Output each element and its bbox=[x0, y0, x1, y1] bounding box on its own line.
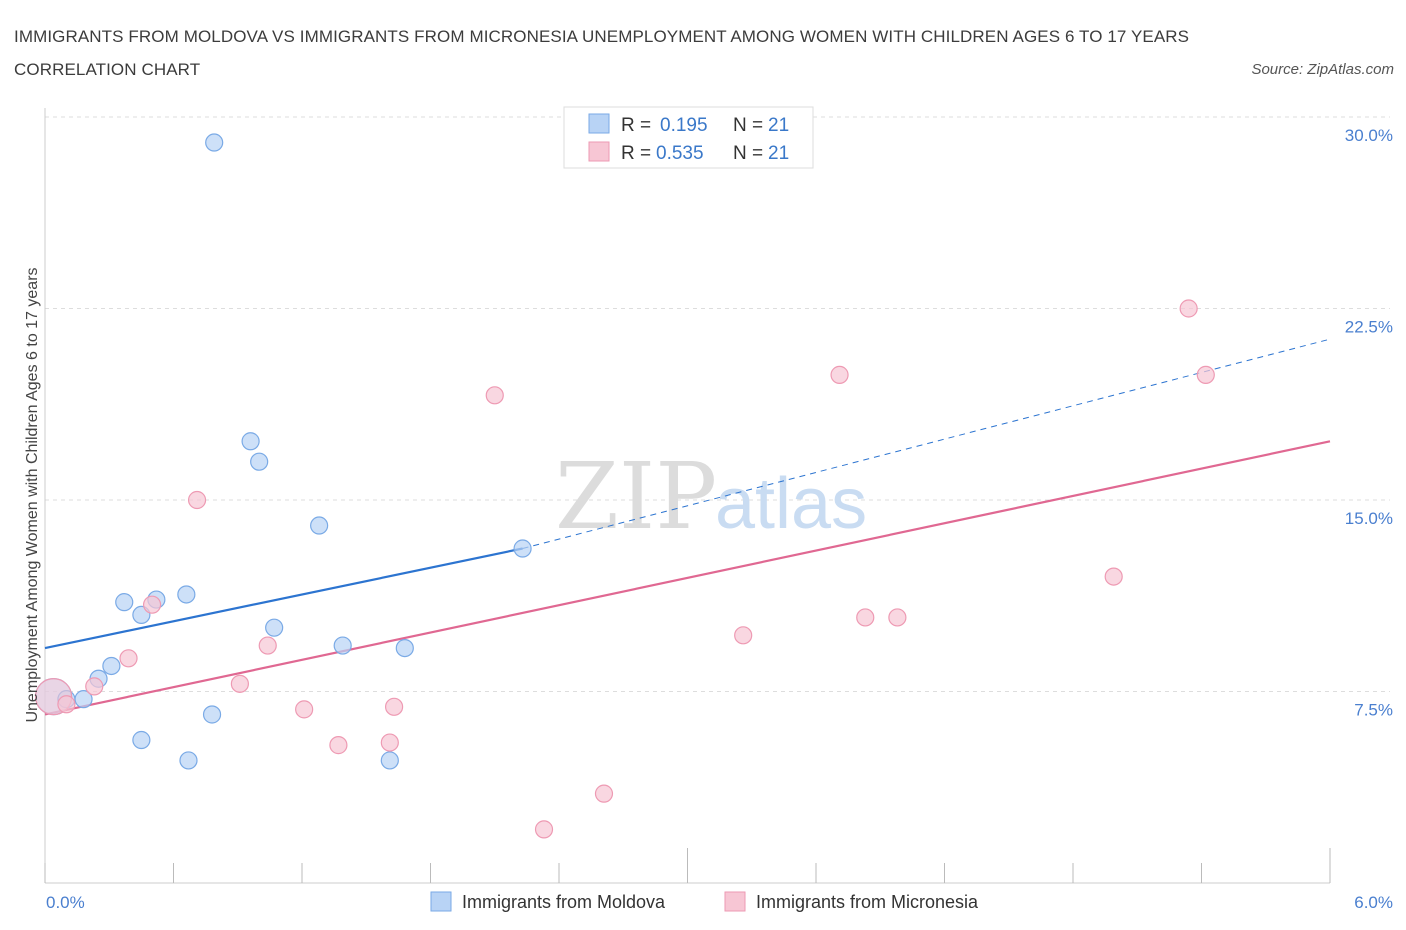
micronesia-point bbox=[888, 608, 907, 627]
moldova-point bbox=[310, 516, 329, 535]
moldova-point bbox=[102, 656, 121, 676]
moldova-point bbox=[333, 636, 352, 655]
micronesia-point bbox=[295, 700, 314, 719]
micronesia-point bbox=[85, 677, 104, 696]
moldova-trend-line bbox=[44, 547, 523, 650]
trend-lines bbox=[44, 338, 1331, 716]
watermark: ZIP atlas bbox=[555, 443, 867, 550]
legend-r-label: R = bbox=[621, 143, 651, 164]
bottom-legend-moldova: Immigrants from Moldova bbox=[462, 892, 666, 912]
micronesia-point bbox=[830, 365, 849, 384]
micronesia-point bbox=[187, 490, 207, 510]
y-tick-label: 22.5% bbox=[1345, 318, 1393, 337]
legend-r-value: 0.195 bbox=[660, 115, 708, 136]
micronesia-point bbox=[734, 626, 753, 645]
chart-title: IMMIGRANTS FROM MOLDOVA VS IMMIGRANTS FR… bbox=[14, 27, 1190, 79]
legend-n-value: 21 bbox=[768, 115, 789, 136]
moldova-point bbox=[177, 585, 196, 604]
y-tick-label: 15.0% bbox=[1345, 509, 1393, 528]
moldova-point bbox=[513, 539, 532, 558]
legend-swatch-micronesia bbox=[588, 141, 610, 162]
moldova-point bbox=[250, 452, 269, 471]
legend-n-value: 21 bbox=[768, 143, 789, 164]
watermark-atlas: atlas bbox=[715, 464, 867, 544]
micronesia-point bbox=[119, 649, 138, 668]
moldova-trend-extension bbox=[522, 338, 1331, 549]
micronesia-point bbox=[1196, 365, 1215, 384]
moldova-point bbox=[205, 133, 224, 152]
legend-n-label: N = bbox=[733, 143, 763, 164]
moldova-point bbox=[179, 751, 198, 770]
y-axis-label: Unemployment Among Women with Children A… bbox=[24, 267, 41, 722]
micronesia-point bbox=[856, 608, 875, 627]
moldova-point bbox=[380, 751, 399, 770]
micronesia-point bbox=[594, 784, 614, 803]
micronesia-trend-line bbox=[44, 440, 1331, 716]
moldova-point bbox=[132, 730, 151, 750]
micronesia-point bbox=[329, 736, 348, 755]
micronesia-point bbox=[142, 595, 162, 614]
moldova-point bbox=[241, 432, 260, 451]
tick-labels: 7.5% 15.0% 22.5% 30.0% 0.0% 6.0% bbox=[46, 126, 1393, 912]
micronesia-point bbox=[534, 820, 554, 839]
legend-n-label: N = bbox=[733, 115, 763, 136]
legend-r-label: R = bbox=[621, 115, 651, 136]
micronesia-point bbox=[57, 695, 76, 714]
moldova-point bbox=[265, 618, 284, 637]
data-points bbox=[34, 133, 1215, 839]
legend: R = 0.195 N = 21 R = 0.535 N = 21 bbox=[563, 106, 814, 169]
moldova-point bbox=[74, 690, 93, 709]
legend-swatch-moldova bbox=[588, 113, 610, 134]
x-tick-label: 0.0% bbox=[46, 893, 85, 912]
y-tick-label: 30.0% bbox=[1345, 126, 1393, 145]
moldova-point bbox=[202, 705, 222, 724]
moldova-point bbox=[115, 593, 134, 612]
micronesia-point bbox=[380, 733, 399, 752]
bottom-legend: Immigrants from Moldova Immigrants from … bbox=[430, 891, 979, 912]
micronesia-point bbox=[230, 674, 249, 693]
watermark-zip: ZIP bbox=[555, 443, 717, 550]
bottom-legend-micronesia: Immigrants from Micronesia bbox=[756, 892, 979, 912]
micronesia-point bbox=[258, 636, 277, 655]
micronesia-point bbox=[1179, 299, 1198, 318]
moldova-point bbox=[395, 638, 414, 658]
micronesia-point bbox=[384, 697, 404, 716]
micronesia-point bbox=[485, 386, 504, 405]
axes bbox=[44, 108, 1331, 884]
micronesia-point bbox=[1104, 567, 1123, 586]
legend-r-value: 0.535 bbox=[656, 143, 704, 164]
y-tick-label: 7.5% bbox=[1354, 701, 1393, 720]
source-label: Source: ZipAtlas.com bbox=[1251, 61, 1394, 78]
x-tick-label: 6.0% bbox=[1354, 893, 1393, 912]
bottom-legend-swatch-micronesia bbox=[724, 891, 746, 912]
bottom-legend-swatch-moldova bbox=[430, 891, 452, 912]
